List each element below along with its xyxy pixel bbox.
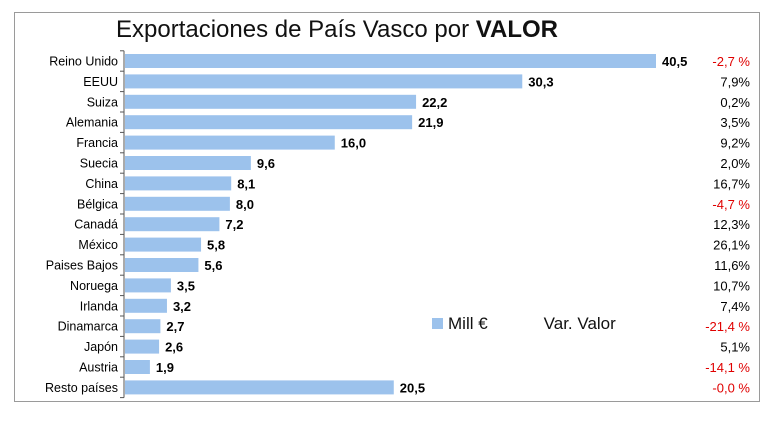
chart-legend: Mill € Var. Valor [432, 314, 616, 334]
bar-value-label: 5,6 [204, 258, 222, 273]
bar [125, 135, 335, 150]
category-label: EEUU [83, 75, 118, 89]
variation-label: 2,0% [720, 156, 750, 171]
category-label: Canadá [74, 218, 118, 232]
category-label: Noruega [70, 279, 118, 293]
bar-value-label: 5,8 [207, 238, 225, 253]
bar-value-label: 21,9 [418, 115, 443, 130]
category-label: Resto países [45, 381, 118, 395]
category-label: Alemania [66, 116, 118, 130]
category-label: Austria [79, 361, 118, 375]
chart-title-bold: VALOR [475, 16, 558, 43]
bar-value-label: 16,0 [341, 136, 366, 151]
category-label: Suecia [80, 157, 118, 171]
bar-value-label: 9,6 [257, 156, 275, 171]
legend-series-label: Mill € [448, 314, 488, 333]
bar-value-label: 2,7 [166, 319, 184, 334]
bar-value-label: 1,9 [156, 360, 174, 375]
bar-value-label: 8,0 [236, 197, 254, 212]
variation-label: -4,7 % [712, 197, 750, 212]
variation-label: 10,7% [713, 278, 750, 293]
variation-label: -0,0 % [712, 380, 750, 395]
chart-title-text: Exportaciones de País Vasco por [116, 16, 476, 43]
variation-label: 11,6% [714, 258, 750, 273]
variation-label: 7,4% [720, 299, 750, 314]
variation-label: 16,7% [713, 176, 750, 191]
bar [125, 94, 417, 109]
variation-label: -14,1 % [705, 360, 750, 375]
bar [125, 196, 230, 211]
bar-value-label: 20,5 [400, 380, 425, 395]
category-label: China [85, 177, 118, 191]
bar-value-label: 3,5 [177, 278, 195, 293]
bar-value-label: 22,2 [422, 95, 447, 110]
chart-title: Exportaciones de País Vasco por VALOR [116, 16, 558, 44]
bar-value-label: 8,1 [237, 176, 255, 191]
bar [125, 74, 523, 89]
bar-value-label: 3,2 [173, 299, 191, 314]
bar [125, 176, 232, 191]
category-label: Irlanda [80, 299, 118, 313]
variation-label: 26,1% [713, 238, 750, 253]
chart-frame [14, 12, 760, 402]
bar [125, 298, 167, 313]
bar [125, 115, 413, 130]
bar [125, 54, 656, 68]
variation-label: 7,9% [720, 74, 750, 89]
bar-value-label: 40,5 [662, 54, 687, 69]
bar [125, 380, 394, 395]
variation-label: -2,7 % [712, 54, 750, 69]
category-label: Japón [84, 340, 118, 354]
bar-value-label: 30,3 [528, 74, 553, 89]
bar [125, 319, 161, 334]
variation-label: 9,2% [720, 136, 750, 151]
variation-label: 5,1% [720, 340, 750, 355]
bar [125, 237, 202, 252]
category-label: Dinamarca [58, 320, 118, 334]
category-label: Francia [76, 136, 118, 150]
bar [125, 258, 199, 272]
variation-label: 3,5% [720, 115, 750, 130]
bar-value-label: 7,2 [225, 217, 243, 232]
bar [125, 278, 171, 293]
category-label: Bélgica [77, 197, 118, 211]
category-label: México [78, 238, 118, 252]
bar [125, 360, 150, 374]
bar [125, 156, 251, 170]
bar [125, 217, 220, 232]
variation-label: 0,2% [720, 95, 750, 110]
bar-value-label: 2,6 [165, 340, 183, 355]
category-label: Suiza [87, 95, 118, 109]
category-label: Paises Bajos [46, 259, 118, 273]
variation-label: -21,4 % [705, 319, 750, 334]
legend-variation-label: Var. Valor [543, 314, 616, 333]
category-label: Reino Unido [49, 55, 118, 69]
variation-label: 12,3% [713, 217, 750, 232]
legend-swatch [432, 318, 443, 329]
bar [125, 339, 160, 354]
